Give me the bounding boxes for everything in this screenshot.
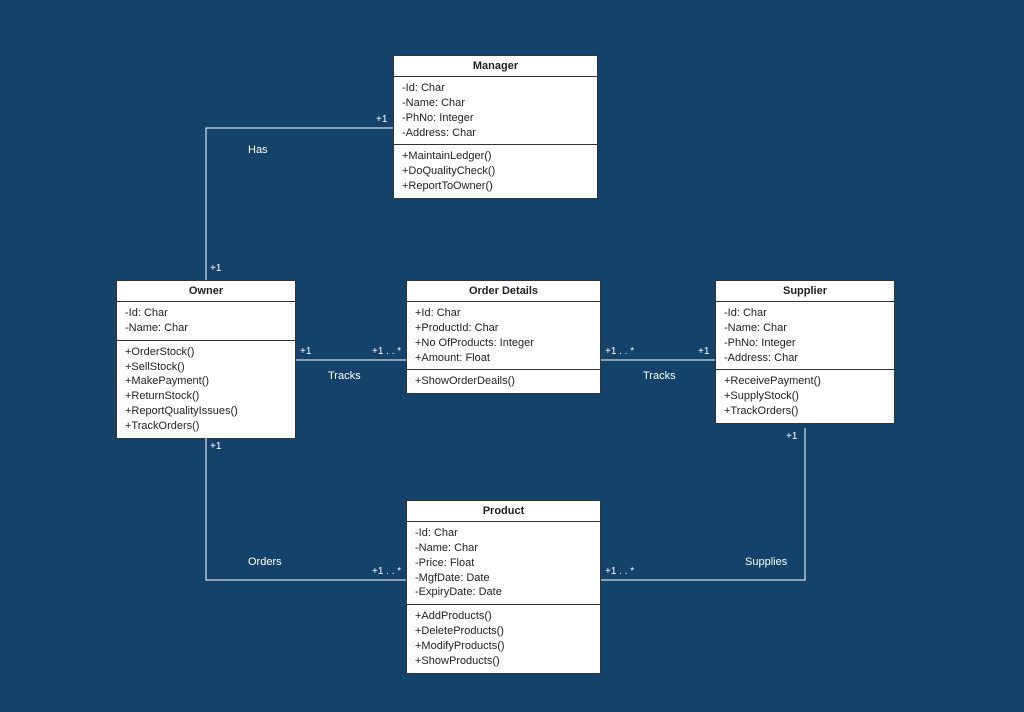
multiplicity-supplier_product-1: +1 . . * [605,566,634,577]
class-member: -Id: Char [125,306,287,321]
class-owner-ops: +OrderStock()+SellStock()+MakePayment()+… [117,341,295,438]
class-supplier-ops: +ReceivePayment()+SupplyStock()+TrackOrd… [716,370,894,423]
class-manager-title: Manager [394,56,597,77]
class-member: +ReportToOwner() [402,179,589,194]
class-member: +AddProducts() [415,609,592,624]
class-member: -MgfDate: Date [415,571,592,586]
class-supplier: Supplier -Id: Char-Name: Char-PhNo: Inte… [715,280,895,424]
class-member: -Address: Char [402,126,589,141]
class-member: -Name: Char [415,541,592,556]
class-product-attrs: -Id: Char-Name: Char-Price: Float-MgfDat… [407,522,600,605]
class-supplier-attrs: -Id: Char-Name: Char-PhNo: Integer-Addre… [716,302,894,370]
multiplicity-owner_manager-1: +1 [376,114,387,125]
edge-label-owner_orderDetails: Tracks [328,370,361,382]
class-member: +TrackOrders() [125,419,287,434]
class-order-details: Order Details +Id: Char+ProductId: Char+… [406,280,601,394]
class-member: -ExpiryDate: Date [415,585,592,600]
multiplicity-supplier_orderDetails-1: +1 [698,346,709,357]
class-member: +ReceivePayment() [724,374,886,389]
class-member: -Address: Char [724,351,886,366]
class-member: +DeleteProducts() [415,624,592,639]
edge-label-owner_manager: Has [248,144,268,156]
class-member: +No OfProducts: Integer [415,336,592,351]
class-manager-attrs: -Id: Char-Name: Char-PhNo: Integer-Addre… [394,77,597,145]
class-member: +ReturnStock() [125,389,287,404]
class-owner-title: Owner [117,281,295,302]
class-member: +ReportQualityIssues() [125,404,287,419]
class-member: +MaintainLedger() [402,149,589,164]
class-product-ops: +AddProducts()+DeleteProducts()+ModifyPr… [407,605,600,672]
class-member: -Id: Char [724,306,886,321]
class-order-details-attrs: +Id: Char+ProductId: Char+No OfProducts:… [407,302,600,370]
edge-label-owner_product: Orders [248,556,282,568]
class-member: +SellStock() [125,360,287,375]
class-member: +MakePayment() [125,374,287,389]
edge-owner_product [206,438,406,580]
class-member: +TrackOrders() [724,404,886,419]
multiplicity-owner_orderDetails-1: +1 . . * [372,346,401,357]
class-member: -PhNo: Integer [724,336,886,351]
class-member: +Amount: Float [415,351,592,366]
class-member: -Name: Char [402,96,589,111]
multiplicity-owner_manager-0: +1 [210,263,221,274]
class-member: +SupplyStock() [724,389,886,404]
class-manager-ops: +MaintainLedger()+DoQualityCheck()+Repor… [394,145,597,198]
class-member: -Id: Char [402,81,589,96]
class-member: +ShowOrderDeails() [415,374,592,389]
class-member: +OrderStock() [125,345,287,360]
class-owner: Owner -Id: Char-Name: Char +OrderStock()… [116,280,296,439]
class-member: -Price: Float [415,556,592,571]
class-order-details-title: Order Details [407,281,600,302]
edge-owner_manager [206,128,393,280]
edge-label-supplier_product: Supplies [745,556,787,568]
multiplicity-owner_orderDetails-0: +1 [300,346,311,357]
class-owner-attrs: -Id: Char-Name: Char [117,302,295,341]
class-member: +ModifyProducts() [415,639,592,654]
class-member: +ShowProducts() [415,654,592,669]
class-member: +Id: Char [415,306,592,321]
class-manager: Manager -Id: Char-Name: Char-PhNo: Integ… [393,55,598,199]
class-product-title: Product [407,501,600,522]
class-member: +ProductId: Char [415,321,592,336]
class-supplier-title: Supplier [716,281,894,302]
class-member: -Name: Char [125,321,287,336]
multiplicity-supplier_product-0: +1 [786,431,797,442]
class-product: Product -Id: Char-Name: Char-Price: Floa… [406,500,601,674]
class-member: -Name: Char [724,321,886,336]
class-order-details-ops: +ShowOrderDeails() [407,370,600,393]
edge-label-supplier_orderDetails: Tracks [643,370,676,382]
multiplicity-owner_product-1: +1 . . * [372,566,401,577]
class-member: -PhNo: Integer [402,111,589,126]
class-member: +DoQualityCheck() [402,164,589,179]
multiplicity-supplier_orderDetails-0: +1 . . * [605,346,634,357]
multiplicity-owner_product-0: +1 [210,441,221,452]
class-member: -Id: Char [415,526,592,541]
